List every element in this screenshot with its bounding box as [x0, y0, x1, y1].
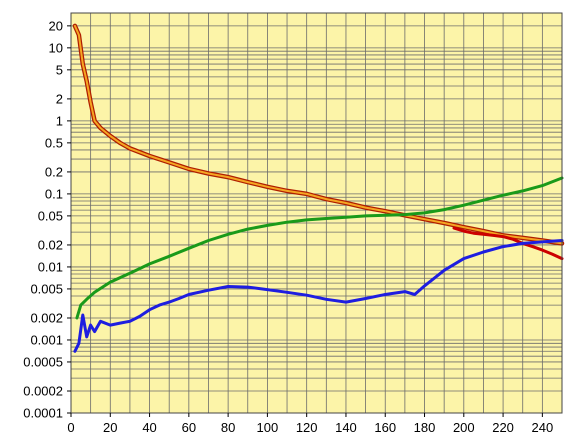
- x-tick-label: 240: [532, 420, 554, 435]
- y-tick-label: 0.1: [45, 186, 63, 201]
- plot-frame: [70, 12, 563, 414]
- series-3-line: [73, 239, 564, 353]
- y-tick-label: 0.0001: [23, 406, 63, 421]
- x-tick-label: 80: [221, 420, 235, 435]
- y-tick-label: 10: [49, 40, 63, 55]
- plot-area: [71, 13, 562, 413]
- y-tick-label: 0.0005: [23, 354, 63, 369]
- series-0-line: [73, 24, 563, 245]
- axes: 0 20 40 60 80 100 120 140 160 180 200 220 2400.00010…: [23, 18, 553, 435]
- x-tick-label: 100: [257, 420, 279, 435]
- y-tick-label: 0.5: [45, 135, 63, 150]
- x-tick-label: 120: [296, 420, 318, 435]
- x-tick-label: 0: [67, 420, 74, 435]
- x-tick-label: 60: [182, 420, 196, 435]
- x-tick-label: 20: [103, 420, 117, 435]
- series-layer: [72, 23, 565, 353]
- y-tick-label: 0.02: [38, 237, 63, 252]
- y-tick-label: 0.002: [30, 310, 63, 325]
- x-tick-label: 160: [374, 420, 396, 435]
- x-tick-label: 180: [414, 420, 436, 435]
- y-tick-label: 20: [49, 18, 63, 33]
- series-2-line: [75, 176, 564, 320]
- y-tick-label: 0.05: [38, 208, 63, 223]
- y-tick-label: 1: [56, 113, 63, 128]
- y-tick-label: 0.001: [30, 332, 63, 347]
- x-tick-label: 140: [335, 420, 357, 435]
- y-tick-label: 0.0002: [23, 384, 63, 399]
- grid: [71, 13, 562, 413]
- y-tick-label: 2: [56, 91, 63, 106]
- series-1-line: [452, 226, 564, 261]
- y-tick-label: 0.2: [45, 164, 63, 179]
- x-tick-label: 220: [492, 420, 514, 435]
- y-tick-label: 0.01: [38, 259, 63, 274]
- y-tick-label: 0.005: [30, 281, 63, 296]
- x-tick-label: 200: [453, 420, 475, 435]
- x-tick-label: 40: [142, 420, 156, 435]
- y-tick-label: 5: [56, 62, 63, 77]
